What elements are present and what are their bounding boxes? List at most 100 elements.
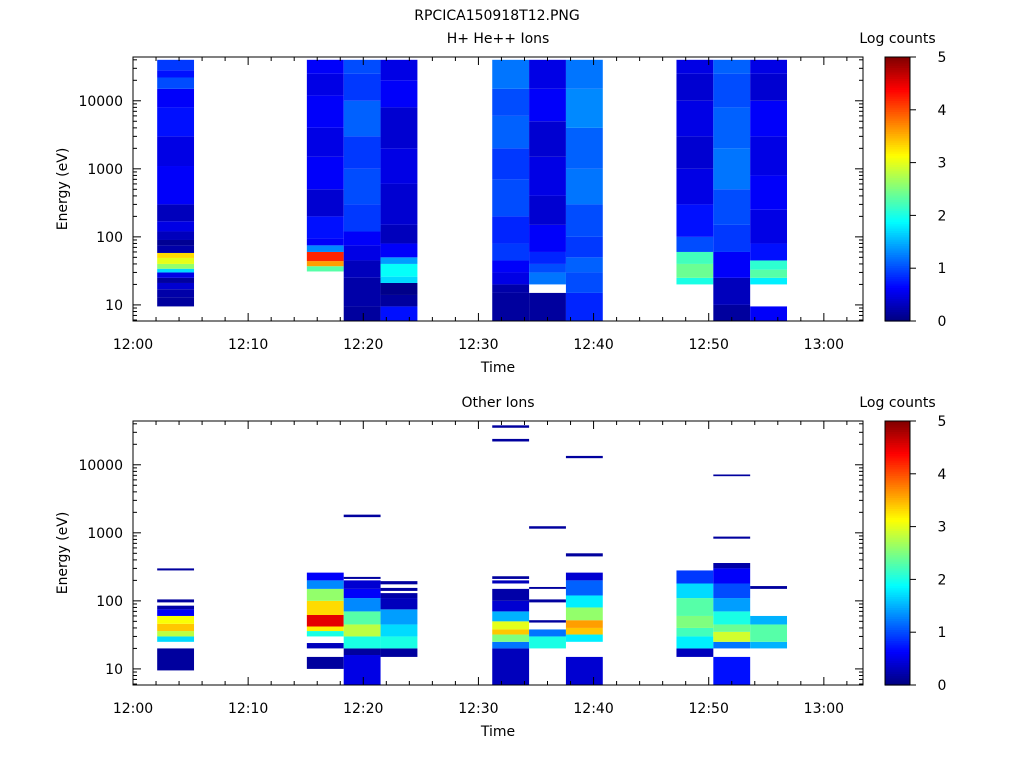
heatmap-column [529,59,566,321]
colorbar-frame [884,56,911,322]
heatmap-cell [529,620,566,623]
colorbar-segment [885,235,910,238]
colorbar-segment [885,678,910,682]
colorbar-segment [885,208,910,212]
panel-other-ions: 12:00 12:10 12:20 12:30 12:40 12:50 13:0010100… [55,395,947,740]
colorbar-segment [885,158,910,161]
colorbar-segment [885,178,910,181]
colorbar-segment [885,65,910,69]
colorbar-segment [885,487,910,490]
heatmap-cell [750,277,788,285]
heatmap-cell [157,648,195,671]
heatmap-cell [492,600,530,612]
colorbar-segment [885,167,910,170]
colorbar-segment [885,191,910,194]
heatmap-cell [713,563,751,569]
heatmap-cell [492,292,530,321]
colorbar-segment [885,131,910,135]
x-tick-label: 12:20 [343,701,383,717]
heatmap-column [157,59,195,307]
heatmap-cell [306,156,344,190]
heatmap-cell [529,88,566,122]
heatmap-cell [343,580,381,589]
colorbar-segment [885,255,910,258]
heatmap-cell [157,70,195,78]
x-tick-label: 12:30 [458,337,498,353]
heatmap-cell [306,189,344,217]
colorbar-segment [885,116,910,120]
colorbar-segment [885,621,910,624]
heatmap-cell [676,251,714,264]
x-tick-label: 12:00 [113,337,153,353]
colorbar-segment [885,669,910,673]
heatmap-cell [492,634,530,642]
heatmap-column [565,59,603,321]
heatmap-cell [157,282,195,290]
heatmap-cell [380,598,418,610]
heatmap-cell [713,189,751,225]
heatmap-cell [157,277,195,283]
colorbar-segment [885,142,910,146]
colorbar-segment [885,211,910,214]
heatmap-cell [529,195,566,225]
heatmap-column [492,425,530,685]
heatmap-cell [676,570,714,584]
heatmap-cell [676,263,714,278]
colorbar-segment [885,118,910,122]
heatmap-cell [343,204,381,232]
colorbar-segment [885,478,910,481]
colorbar-segment [885,654,910,657]
colorbar-segment [885,222,910,225]
colorbar-segment [885,432,910,435]
colorbar-segment [885,156,910,159]
colorbar-segment [885,542,910,545]
heatmap-cell [343,655,381,685]
heatmap-cell [750,306,788,321]
heatmap-cell [529,272,566,285]
heatmap-cell [713,251,751,278]
heatmap-cell [157,609,195,616]
heatmap-column [343,514,381,685]
panels: 12:00 12:10 12:20 12:30 12:40 12:50 13:0010100… [55,31,947,740]
heatmap-cell [343,168,381,205]
colorbar-segment [885,469,910,473]
heatmap-cell [750,269,788,278]
heatmap-cell [713,611,751,625]
colorbar-segment [885,228,910,232]
heatmap-cell [380,224,418,244]
colorbar-segment [885,429,910,433]
colorbar-segment [885,318,910,322]
colorbar-segment [885,660,910,664]
heatmap-cell [343,598,381,612]
heatmap-cell [343,231,381,246]
colorbar-segment [885,305,910,309]
heatmap-cell [380,282,418,295]
colorbar-segment [885,471,910,475]
colorbar-segment [885,535,910,539]
colorbar-segment [885,283,910,287]
heatmap-column [380,59,418,321]
colorbar-segment [885,290,910,293]
heatmap-cell [343,277,381,307]
colorbar-segment [885,599,910,602]
colorbar-segment [885,215,910,219]
heatmap-cell [343,624,381,637]
heatmap-cell [565,292,603,321]
heatmap-cell [380,593,418,599]
heatmap-cell [713,73,751,108]
colorbar-segment [885,564,910,567]
colorbar-label: Log counts [859,395,935,411]
colorbar-segment [885,539,910,543]
colorbar-segment [885,61,910,65]
heatmap-cell [306,643,344,649]
x-tick-label: 13:00 [804,337,844,353]
colorbar-segment [885,568,910,572]
colorbar-segment [885,579,910,583]
colorbar-segment [885,160,910,164]
colorbar-segment [885,145,910,148]
heatmap-cell [306,600,344,615]
heatmap-cell [565,656,603,685]
colorbar-segment [885,261,910,265]
heatmap-cell [713,224,751,252]
colorbar-segment [885,147,910,150]
